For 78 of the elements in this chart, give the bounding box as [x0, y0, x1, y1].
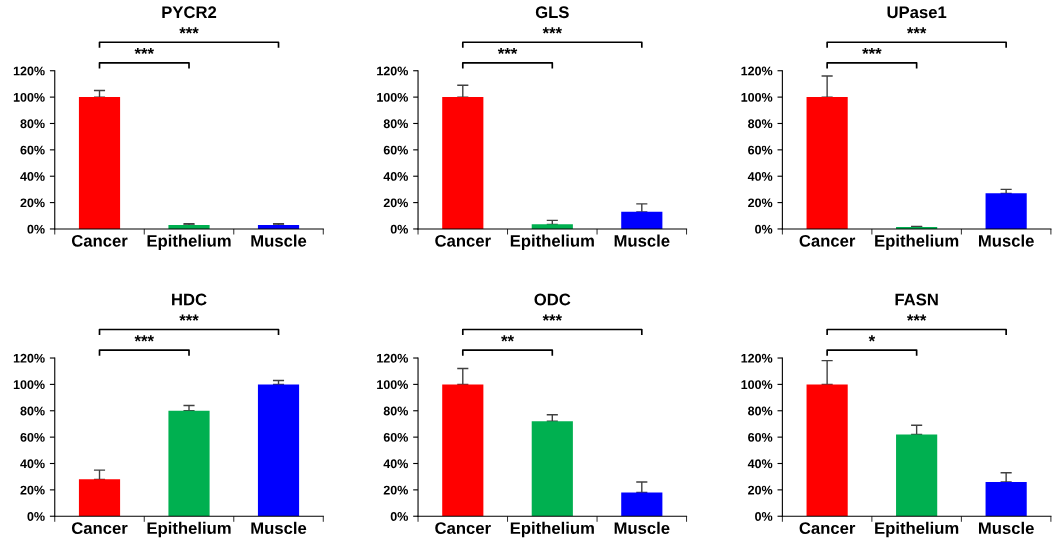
text: *** — [134, 47, 154, 55]
y-tick-label: 40% — [383, 172, 408, 181]
y-tick-label: 0% — [27, 224, 45, 234]
y-tick-label: 80% — [748, 119, 773, 129]
y-tick-label: 0% — [27, 512, 45, 521]
y-tick-label: 20% — [383, 198, 408, 208]
x-tick-label: Cancer — [799, 234, 856, 247]
x-tick-label: Muscle — [614, 234, 670, 247]
chart-title: FASN — [895, 293, 938, 306]
y-tick-label: 40% — [20, 459, 45, 469]
text: *** — [134, 335, 154, 342]
y-tick-label: 40% — [383, 459, 408, 469]
x-tick-label: Cancer — [71, 522, 128, 535]
x-tick-label: Muscle — [251, 521, 307, 535]
y-tick-label: 60% — [383, 145, 408, 155]
y-tick-label: 80% — [383, 119, 408, 129]
chart-title: GLS — [535, 6, 569, 19]
text: *** — [542, 314, 563, 321]
text: *** — [906, 314, 927, 321]
x-tick-label: Muscle — [614, 521, 670, 535]
y-tick-label: 100% — [741, 92, 773, 102]
x-tick-label: Epithelium — [875, 234, 959, 251]
text: ** — [501, 335, 515, 342]
y-tick-label: 100% — [377, 92, 408, 102]
text: *** — [179, 314, 199, 321]
text: *** — [497, 47, 518, 55]
y-tick-label: 100% — [13, 380, 45, 390]
y-tick-label: 60% — [20, 145, 45, 155]
y-tick-label: 80% — [383, 406, 408, 416]
y-tick-label: 60% — [383, 432, 408, 442]
text: *** — [862, 47, 882, 55]
y-tick-label: 100% — [741, 380, 773, 390]
x-tick-label: Epithelium — [510, 234, 594, 251]
y-tick-label: 100% — [377, 380, 408, 390]
y-tick-label: 40% — [747, 172, 773, 181]
x-tick-label: Muscle — [979, 521, 1034, 535]
y-tick-label: 20% — [748, 198, 773, 208]
y-tick-label: 80% — [20, 119, 45, 129]
x-tick-label: Cancer — [435, 234, 491, 247]
x-tick-label: Muscle — [979, 234, 1034, 247]
text: *** — [906, 27, 927, 34]
text: *** — [179, 27, 199, 34]
y-tick-label: 20% — [20, 198, 45, 208]
y-tick-label: 40% — [20, 172, 45, 181]
y-tick-label: 20% — [383, 485, 408, 495]
chart-title: UPase1 — [887, 6, 947, 19]
y-tick-label: 0% — [755, 224, 773, 234]
y-tick-label: 20% — [20, 485, 45, 495]
y-tick-label: 60% — [20, 432, 45, 442]
text: *** — [542, 27, 563, 34]
chart-title: HDC — [172, 293, 207, 306]
y-tick-label: 80% — [20, 406, 45, 416]
text: * — [868, 335, 876, 342]
y-tick-label: 120% — [377, 353, 408, 363]
y-tick-label: 0% — [755, 512, 773, 521]
y-tick-label: 120% — [377, 66, 408, 76]
y-tick-label: 100% — [13, 92, 45, 102]
x-tick-label: Epithelium — [510, 521, 594, 538]
x-tick-label: Epithelium — [875, 521, 959, 538]
y-tick-label: 0% — [390, 224, 408, 234]
x-tick-label: Cancer — [71, 234, 128, 247]
x-tick-label: Muscle — [251, 234, 307, 247]
y-tick-label: 120% — [13, 66, 45, 76]
x-tick-label: Cancer — [435, 522, 491, 535]
y-tick-label: 120% — [741, 66, 773, 76]
chart-title: ODC — [534, 293, 571, 306]
x-tick-label: Epithelium — [147, 234, 231, 251]
y-tick-label: 40% — [747, 459, 773, 469]
chart-title: PYCR2 — [162, 6, 217, 19]
y-tick-label: 120% — [13, 353, 45, 363]
y-tick-label: 60% — [748, 432, 773, 442]
y-tick-label: 20% — [748, 485, 773, 495]
y-tick-label: 80% — [748, 406, 773, 416]
x-tick-label: Cancer — [799, 522, 856, 535]
y-tick-label: 0% — [390, 512, 408, 521]
y-tick-label: 120% — [741, 353, 773, 363]
x-tick-label: Epithelium — [147, 521, 231, 538]
y-tick-label: 60% — [748, 145, 773, 155]
